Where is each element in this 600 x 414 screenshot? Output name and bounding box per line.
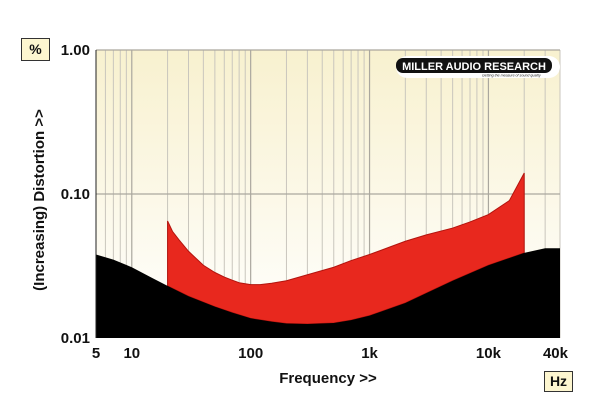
- logo-tagline: Getting the measure of sound quality: [482, 74, 541, 78]
- x-tick-label: 5: [92, 345, 100, 362]
- y-unit-box: %: [21, 38, 50, 61]
- x-axis-label: Frequency >>: [279, 370, 377, 387]
- x-tick-label: 100: [238, 345, 263, 362]
- x-tick-label: 40k: [543, 345, 569, 362]
- noise-floor-area: [96, 248, 560, 338]
- x-tick-label: 1k: [361, 345, 378, 362]
- y-tick-label: 0.10: [61, 186, 90, 203]
- x-tick-labels: 5 10 100 1k 10k 40k: [92, 345, 569, 362]
- y-tick-label: 1.00: [61, 42, 90, 59]
- y-tick-label: 0.01: [61, 330, 90, 347]
- y-axis-label: (Increasing) Distortion >>: [31, 109, 48, 291]
- logo-bar: [396, 58, 552, 73]
- miller-audio-research-logo: MILLER AUDIO RESEARCH Getting the measur…: [396, 56, 560, 78]
- y-tick-labels: 1.00 0.10 0.01: [61, 42, 90, 347]
- distortion-area: [167, 172, 525, 325]
- x-tick-label: 10: [123, 345, 140, 362]
- logo-name: MILLER AUDIO RESEARCH: [402, 61, 546, 73]
- x-unit-box: Hz: [544, 371, 573, 392]
- x-tick-label: 10k: [476, 345, 502, 362]
